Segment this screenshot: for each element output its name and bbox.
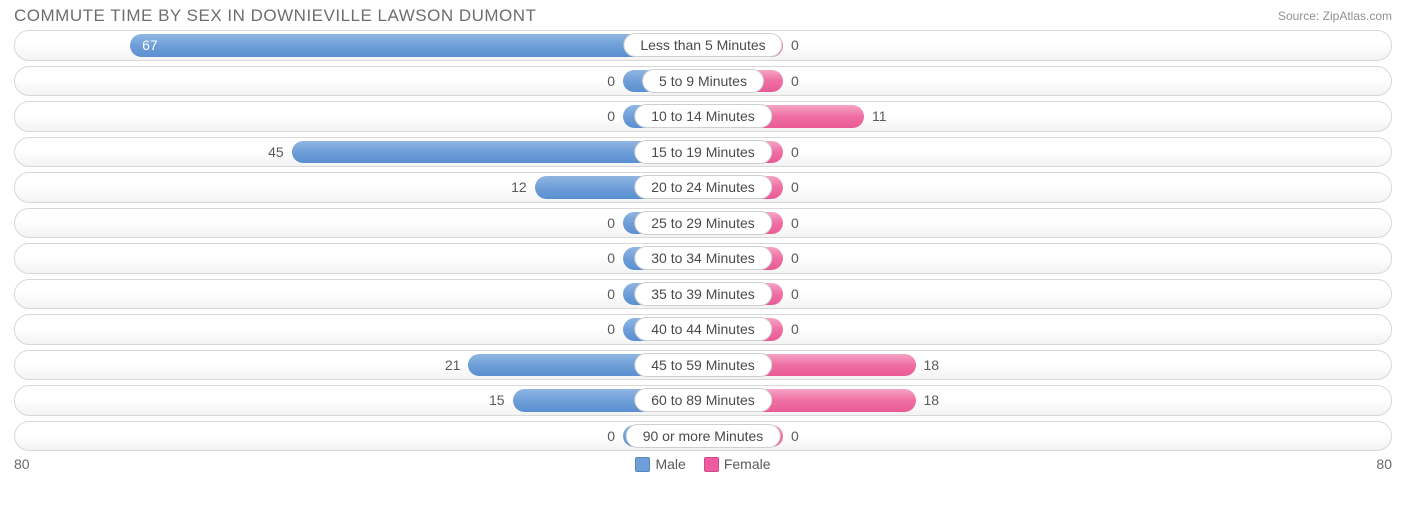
female-value: 0 — [791, 179, 799, 195]
female-value: 0 — [791, 250, 799, 266]
female-value: 18 — [924, 357, 940, 373]
legend: Male Female — [635, 456, 770, 472]
legend-male-label: Male — [655, 456, 685, 472]
chart-row: 40 to 44 Minutes 0 0 — [14, 314, 1392, 345]
female-swatch-icon — [704, 457, 719, 472]
female-value: 11 — [872, 108, 887, 124]
male-value: 15 — [489, 392, 505, 408]
category-label: 5 to 9 Minutes — [642, 69, 764, 93]
axis-left-max: 80 — [14, 456, 30, 472]
chart-area: Less than 5 Minutes6705 to 9 Minutes0010… — [0, 30, 1406, 451]
legend-item-female: Female — [704, 456, 771, 472]
chart-row: 5 to 9 Minutes 0 0 — [14, 66, 1392, 97]
chart-row: 25 to 29 Minutes 0 0 — [14, 208, 1392, 239]
male-value: 45 — [268, 144, 284, 160]
female-value: 0 — [791, 428, 799, 444]
male-value: 0 — [607, 321, 615, 337]
category-label: 25 to 29 Minutes — [634, 211, 772, 235]
category-label: 35 to 39 Minutes — [634, 282, 772, 306]
male-value: 21 — [445, 357, 461, 373]
category-label: 60 to 89 Minutes — [634, 388, 772, 412]
chart-title: COMMUTE TIME BY SEX IN DOWNIEVILLE LAWSO… — [14, 6, 536, 26]
category-label: 40 to 44 Minutes — [634, 317, 772, 341]
chart-row: 15 to 19 Minutes 45 0 — [14, 137, 1392, 168]
female-value: 0 — [791, 144, 799, 160]
male-value: 0 — [607, 428, 615, 444]
male-value: 0 — [607, 215, 615, 231]
chart-row: 35 to 39 Minutes 0 0 — [14, 279, 1392, 310]
male-value: 0 — [607, 250, 615, 266]
chart-row: 90 or more Minutes 0 0 — [14, 421, 1392, 452]
axis-right-max: 80 — [1376, 456, 1392, 472]
category-label: 45 to 59 Minutes — [634, 353, 772, 377]
legend-item-male: Male — [635, 456, 685, 472]
male-value: 12 — [511, 179, 527, 195]
male-value: 0 — [607, 73, 615, 89]
source-attribution: Source: ZipAtlas.com — [1278, 9, 1392, 23]
female-value: 0 — [791, 321, 799, 337]
female-value: 18 — [924, 392, 940, 408]
category-label: Less than 5 Minutes — [623, 33, 782, 57]
category-label: 15 to 19 Minutes — [634, 140, 772, 164]
legend-female-label: Female — [724, 456, 771, 472]
male-bar — [130, 34, 703, 57]
female-value: 0 — [791, 37, 799, 53]
chart-row: 10 to 14 Minutes 0 11 — [14, 101, 1392, 132]
chart-row: 30 to 34 Minutes 0 0 — [14, 243, 1392, 274]
female-value: 0 — [791, 73, 799, 89]
chart-row: 60 to 89 Minutes 15 18 — [14, 385, 1392, 416]
male-value: 67 — [142, 37, 158, 53]
male-value: 0 — [607, 286, 615, 302]
male-value: 0 — [607, 108, 615, 124]
category-label: 90 or more Minutes — [626, 424, 781, 448]
chart-row: 45 to 59 Minutes 21 18 — [14, 350, 1392, 381]
chart-row: Less than 5 Minutes 67 0 — [14, 30, 1392, 61]
category-label: 30 to 34 Minutes — [634, 246, 772, 270]
female-value: 0 — [791, 215, 799, 231]
category-label: 20 to 24 Minutes — [634, 175, 772, 199]
female-value: 0 — [791, 286, 799, 302]
chart-row: 20 to 24 Minutes 12 0 — [14, 172, 1392, 203]
male-swatch-icon — [635, 457, 650, 472]
category-label: 10 to 14 Minutes — [634, 104, 772, 128]
